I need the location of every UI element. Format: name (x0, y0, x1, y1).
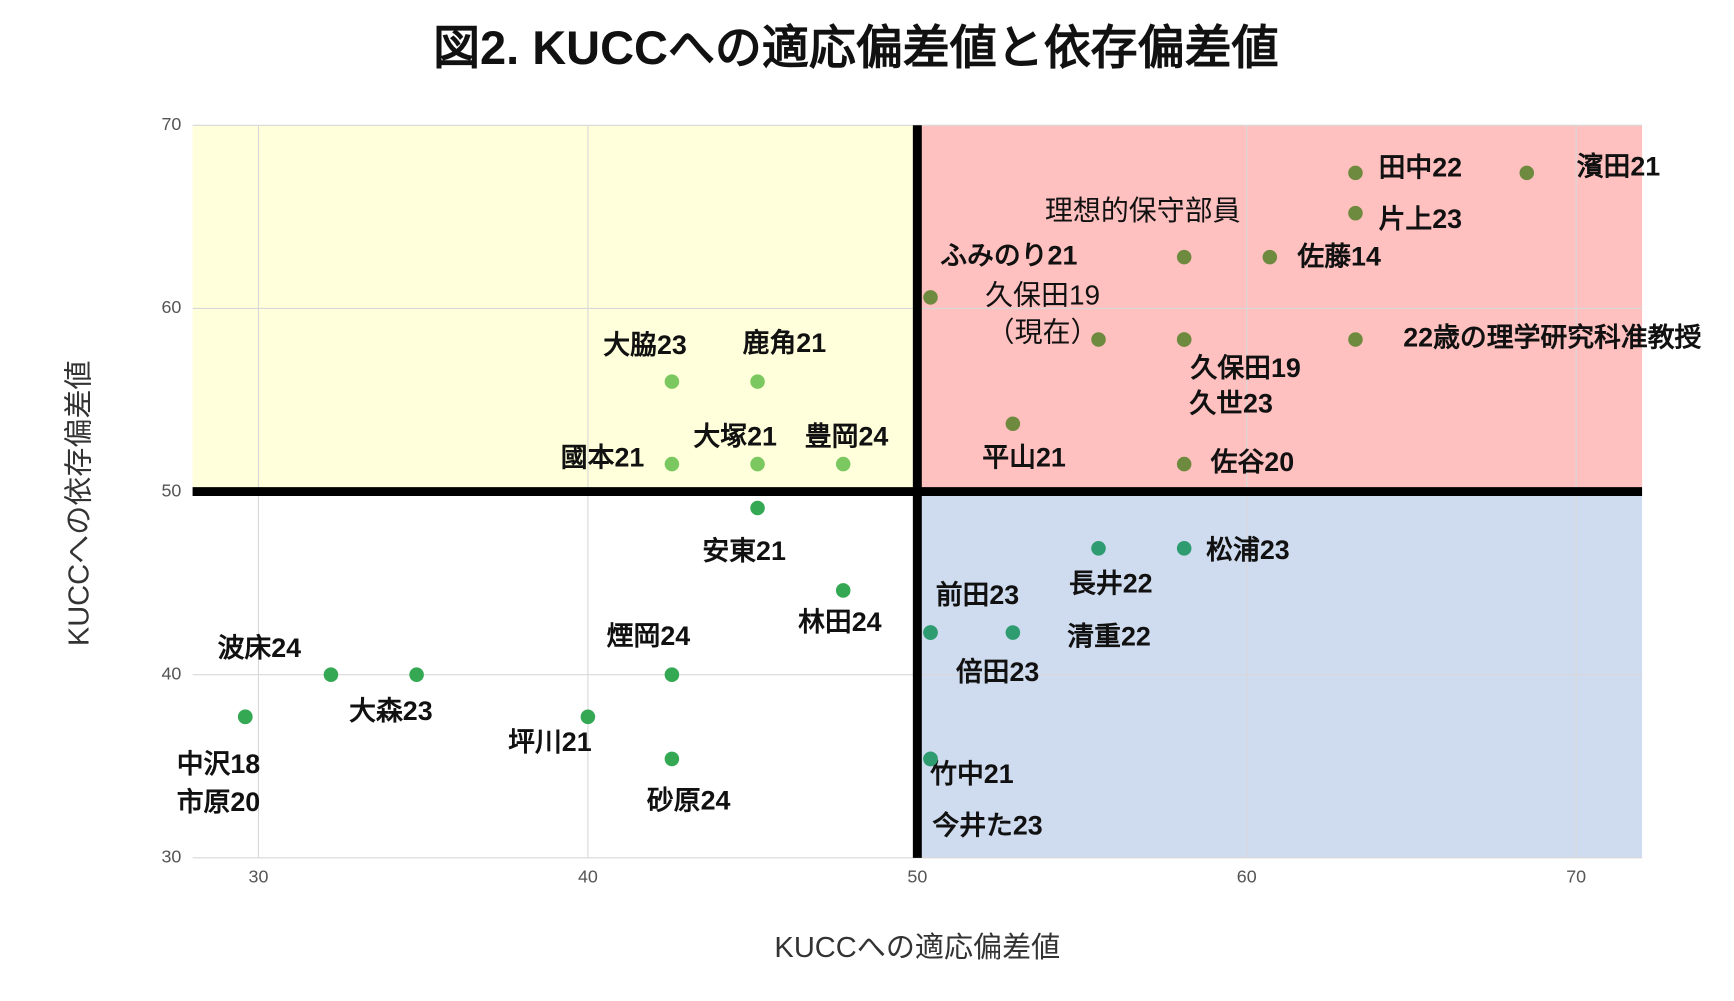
point (580, 709, 596, 725)
point-label: 佐藤14 (1296, 241, 1381, 271)
point-label: 中沢18 (177, 749, 261, 779)
point (1519, 165, 1535, 181)
point-label: ふみのり21 (940, 240, 1077, 270)
y-tick-label: 70 (162, 114, 182, 134)
point (1262, 249, 1278, 265)
point (664, 456, 680, 472)
point (1348, 332, 1363, 347)
point (1176, 456, 1192, 472)
point (1091, 541, 1106, 556)
point (409, 667, 424, 682)
point (923, 625, 938, 640)
point-label: 片上23 (1379, 204, 1463, 234)
y-tick-label: 60 (162, 297, 182, 317)
point (750, 500, 765, 516)
x-tick-label: 60 (1237, 867, 1257, 887)
point-label: 安東21 (702, 536, 786, 566)
point (1005, 416, 1021, 432)
point (664, 751, 680, 767)
point (835, 456, 851, 472)
point-label: 佐谷20 (1210, 447, 1295, 477)
point-label: 濱田21 (1577, 152, 1661, 182)
point-label: 理想的保守部員 (1045, 195, 1241, 227)
point-label: 林田24 (798, 607, 882, 637)
point-label: 竹中21 (930, 758, 1014, 789)
point-label: 松浦23 (1206, 534, 1290, 565)
point (1348, 205, 1363, 221)
point-label: 大塚21 (693, 421, 777, 451)
point-label: 大森23 (349, 696, 432, 726)
x-tick-label: 50 (907, 867, 927, 887)
point-label: 久保田19 (1191, 353, 1301, 383)
point-label: 清重22 (1067, 621, 1151, 651)
point-label: 久世23 (1189, 389, 1273, 419)
point-label: 坪川21 (508, 727, 592, 757)
point-label: 國本21 (561, 443, 645, 473)
point (1176, 541, 1192, 556)
point (238, 709, 253, 725)
x-axis-title: KUCCへの適応偏差値 (774, 931, 1060, 964)
point-label: 市原20 (177, 786, 260, 817)
point (664, 374, 680, 389)
x-tick-label: 70 (1566, 867, 1586, 887)
y-tick-label: 50 (162, 480, 182, 500)
point (1348, 165, 1363, 181)
point (1176, 332, 1192, 347)
point (835, 583, 851, 598)
point-label: 田中22 (1379, 153, 1463, 183)
point-label: （現在） (987, 316, 1099, 347)
point-label: 豊岡24 (805, 421, 889, 451)
y-tick-label: 40 (162, 663, 182, 683)
point-label: 前田23 (936, 579, 1020, 610)
point-label: 長井22 (1069, 568, 1153, 598)
chart-title: 図2. KUCCへの適応偏差値と依存偏差値 (433, 21, 1278, 74)
point-label: 久保田19 (985, 279, 1100, 310)
point (323, 667, 339, 682)
point (1005, 625, 1021, 640)
point (664, 667, 680, 682)
point (1176, 249, 1192, 265)
x-tick-label: 40 (578, 867, 598, 887)
point-label: 波床24 (218, 632, 302, 663)
point-label: 倍田23 (956, 656, 1040, 687)
x-tick-label: 30 (249, 867, 269, 887)
point (923, 290, 938, 305)
point (1091, 332, 1106, 347)
y-axis-title: KUCCへの依存偏差値 (62, 360, 95, 646)
point-label: 砂原24 (647, 786, 731, 816)
y-tick-label: 30 (162, 847, 182, 867)
point (750, 374, 765, 389)
point (750, 456, 765, 472)
point-label: 22歳の理学研究科准教授 (1403, 322, 1701, 353)
point (923, 751, 938, 767)
point-label: 平山21 (982, 443, 1066, 473)
point-label: 鹿角21 (743, 327, 827, 358)
point-label: 大脇23 (603, 330, 687, 360)
point-label: 今井た23 (932, 809, 1042, 840)
point-label: 煙岡24 (607, 621, 691, 651)
